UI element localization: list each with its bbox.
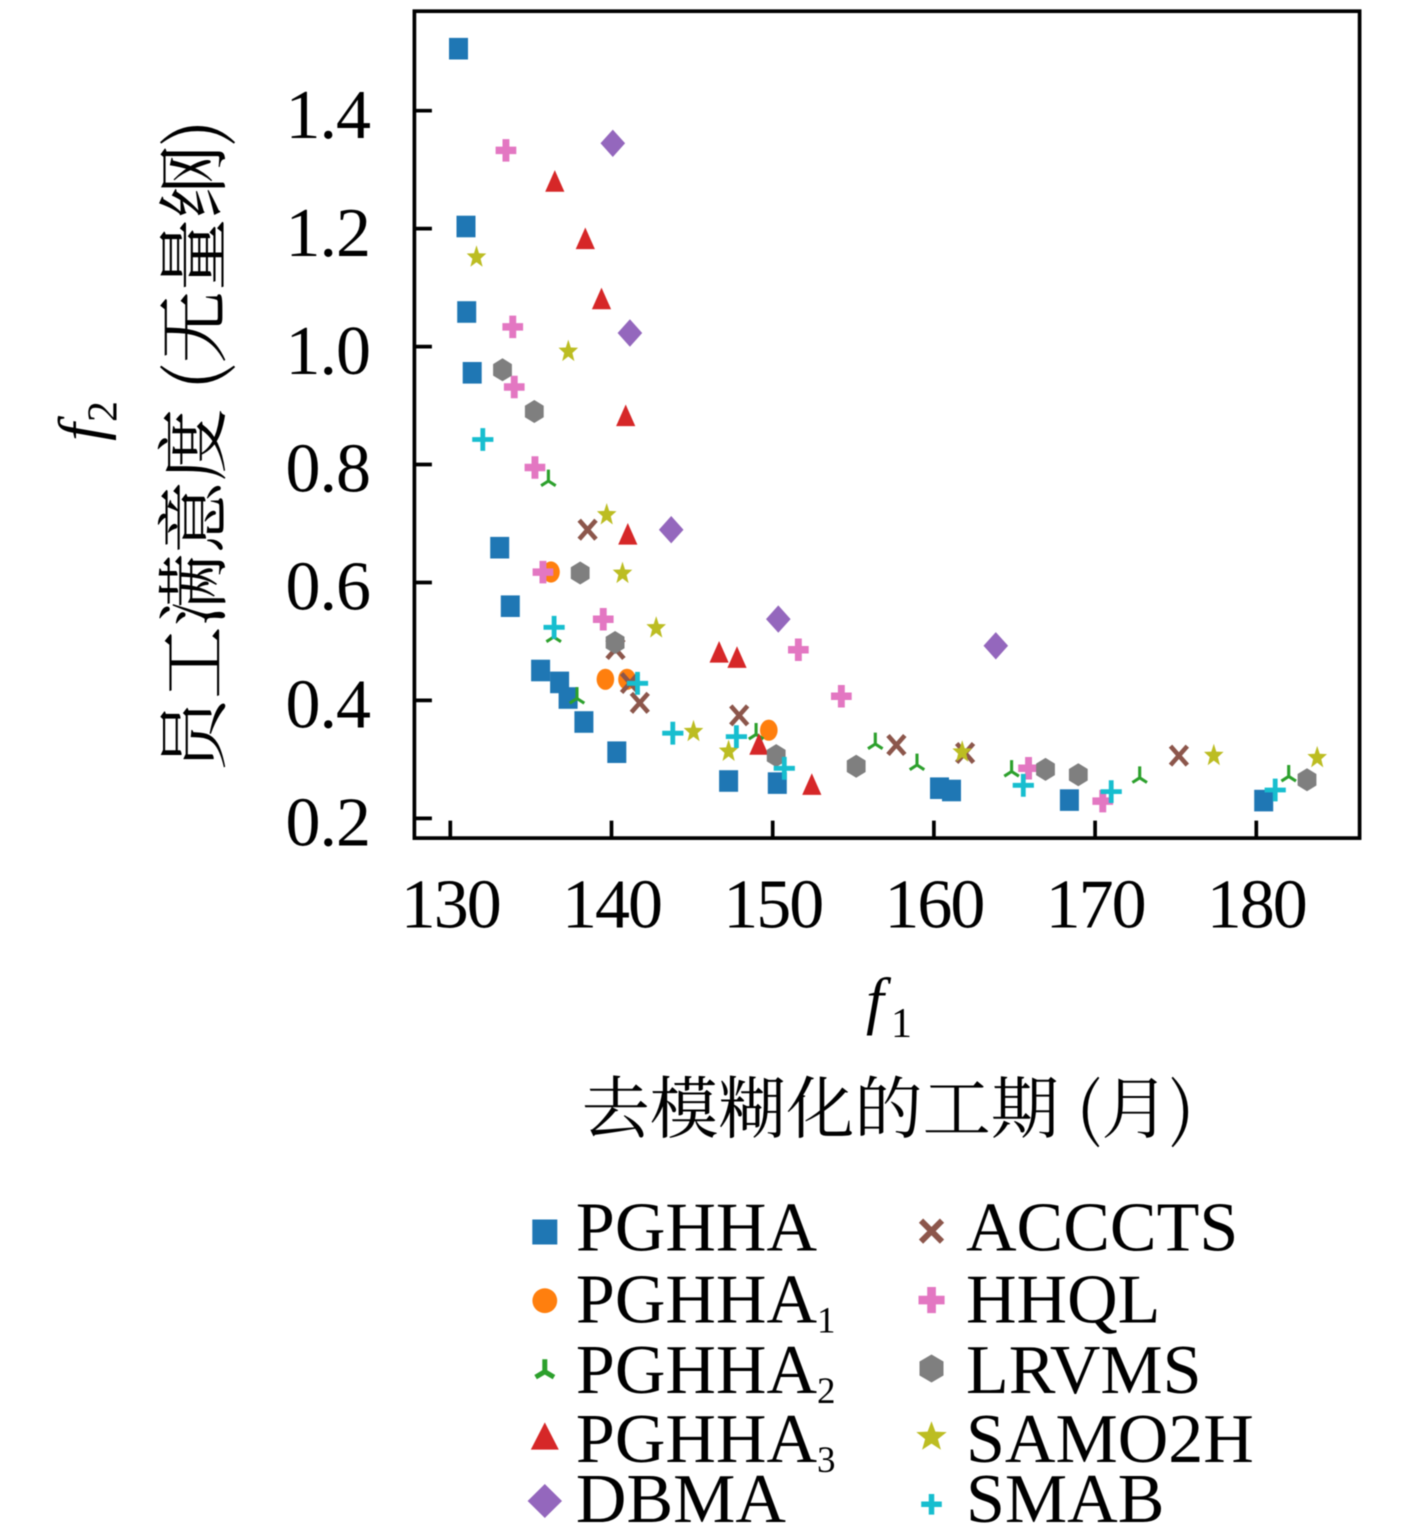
svg-text:160: 160: [884, 867, 983, 944]
svg-text:0.6: 0.6: [286, 549, 371, 626]
svg-text:SMAB: SMAB: [966, 1461, 1164, 1533]
svg-text:180: 180: [1207, 867, 1306, 944]
svg-text:PGHHA1: PGHHA1: [576, 1262, 836, 1342]
svg-text:130: 130: [401, 867, 500, 944]
svg-text:ACCCTS: ACCCTS: [966, 1189, 1238, 1266]
svg-text:1.2: 1.2: [286, 195, 371, 272]
svg-text:0.4: 0.4: [286, 667, 371, 744]
svg-text:1: 1: [891, 1001, 912, 1047]
svg-text:HHQL: HHQL: [966, 1262, 1160, 1339]
svg-text:SAMO2H: SAMO2H: [966, 1401, 1254, 1478]
svg-text:0.2: 0.2: [286, 785, 371, 862]
svg-text:170: 170: [1046, 867, 1145, 944]
svg-text:150: 150: [723, 867, 822, 944]
svg-text:1.4: 1.4: [286, 77, 371, 154]
svg-text:0.8: 0.8: [286, 431, 371, 508]
svg-text:LRVMS: LRVMS: [966, 1332, 1202, 1409]
svg-text:1.0: 1.0: [286, 313, 371, 390]
svg-text:2: 2: [81, 401, 127, 422]
svg-text:PGHHA3: PGHHA3: [576, 1401, 836, 1481]
svg-text:DBMA: DBMA: [576, 1461, 786, 1533]
svg-text:PGHHA2: PGHHA2: [576, 1332, 836, 1412]
svg-text:PGHHA: PGHHA: [576, 1189, 818, 1266]
svg-text:140: 140: [562, 867, 661, 944]
svg-text:f: f: [866, 965, 892, 1036]
